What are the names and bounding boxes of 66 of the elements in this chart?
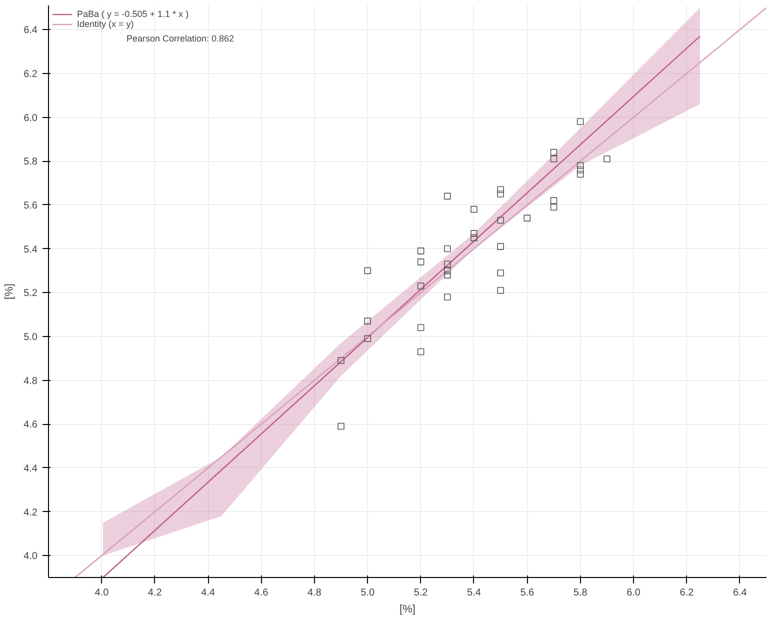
x-tick-label: 5.2 xyxy=(414,588,428,598)
point xyxy=(497,243,504,250)
y-tick-label: 5.4 xyxy=(24,244,38,256)
annotation: Pearson Correlation: 0.862 xyxy=(126,34,234,44)
point xyxy=(497,190,504,198)
x-tick-label: 6.0 xyxy=(626,588,641,598)
y-tick-label: 5.2 xyxy=(24,288,38,300)
point xyxy=(417,324,424,332)
x-tick-label: 4.8 xyxy=(307,588,322,598)
point xyxy=(338,422,344,430)
point xyxy=(444,192,451,200)
point xyxy=(470,230,478,237)
point xyxy=(417,348,424,356)
legend-label: PaBa ( y = -0.505 + 1.1 * x ) xyxy=(77,9,189,19)
y-tick-label: 5.6 xyxy=(24,200,38,212)
x-tick-label: 5.8 xyxy=(573,588,588,598)
y-tick-label: 6.2 xyxy=(24,68,38,80)
y-tick-label: 6.4 xyxy=(24,25,38,36)
point xyxy=(497,186,504,193)
x-tick-label: 5.6 xyxy=(520,588,535,598)
x-tick-label: 4.6 xyxy=(254,588,269,598)
x-tick-label: 6.2 xyxy=(680,588,694,598)
x-axis-title: [%] xyxy=(400,604,416,616)
x-tick-label: 4.0 xyxy=(94,588,110,598)
point xyxy=(576,162,584,169)
point xyxy=(497,216,504,224)
point xyxy=(550,204,558,211)
point xyxy=(364,318,372,324)
point xyxy=(417,258,424,266)
x-tick-label: 4.4 xyxy=(201,588,216,598)
x-tick-label: 6.4 xyxy=(732,588,748,598)
point xyxy=(576,118,584,126)
y-tick-label: 4.6 xyxy=(24,420,38,431)
point xyxy=(444,267,451,274)
y-tick-label: 4.8 xyxy=(24,376,38,387)
x-tick-label: 5.0 xyxy=(360,588,375,598)
point xyxy=(444,245,451,252)
y-tick-label: 5.0 xyxy=(24,332,38,343)
y-axis-title: [%] xyxy=(4,284,16,300)
legend-label: Identity (x = y) xyxy=(77,19,134,29)
y-tick-label: 5.8 xyxy=(24,156,38,168)
point xyxy=(576,170,584,178)
point xyxy=(550,156,558,162)
point xyxy=(338,357,344,364)
point xyxy=(444,272,451,278)
y-tick-label: 4.2 xyxy=(24,507,38,518)
point xyxy=(364,335,372,342)
y-tick-label: 6.0 xyxy=(24,112,38,124)
point xyxy=(550,197,558,204)
point xyxy=(470,234,478,242)
x-tick-label: 5.4 xyxy=(467,588,482,598)
point xyxy=(497,287,504,294)
point xyxy=(417,282,424,290)
point xyxy=(444,294,451,300)
point xyxy=(497,269,504,276)
point xyxy=(444,260,451,268)
point xyxy=(364,267,372,274)
point xyxy=(604,156,610,162)
y-tick-label: 4.0 xyxy=(24,551,38,562)
y-tick-label: 4.4 xyxy=(24,463,38,474)
x-tick-label: 4.2 xyxy=(148,588,162,598)
point xyxy=(550,148,558,156)
point xyxy=(524,214,531,222)
point xyxy=(576,166,584,174)
point xyxy=(470,206,478,213)
point xyxy=(417,248,424,254)
